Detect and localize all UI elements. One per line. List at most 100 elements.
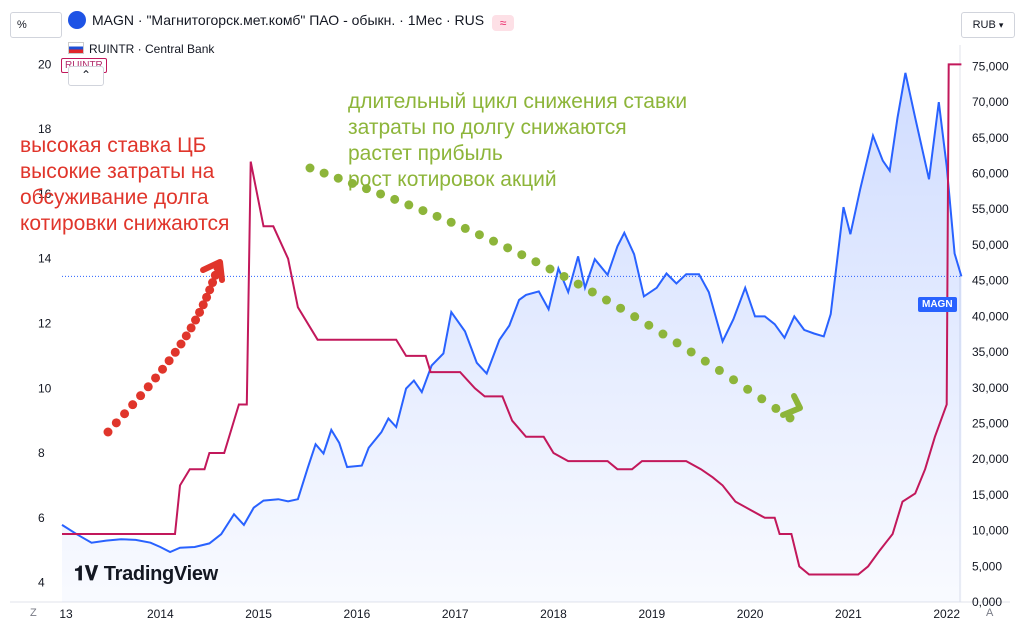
zoom-corner-button[interactable]: Z (30, 607, 37, 619)
symbol-header[interactable]: MAGN · "Магнитогорск.мет.комб" ПАО - обы… (68, 11, 515, 31)
right-tick-label: 65,000 (972, 131, 1009, 145)
green-annotation-line-4: рост котировок акций (348, 168, 557, 191)
red-arrow-dot (170, 347, 180, 357)
collapse-legend-button[interactable]: ⌃ (68, 66, 104, 86)
green-arrow-dot (347, 178, 357, 188)
ruintr-rate-series-line[interactable] (62, 63, 962, 576)
green-arrow-dot (616, 303, 626, 313)
magn-price-series-line[interactable] (61, 72, 963, 554)
wave-icon: ≈ (492, 15, 515, 31)
magn-logo-icon (68, 11, 86, 29)
right-tick-label: 60,000 (972, 167, 1009, 181)
green-arrow-dot (305, 163, 315, 173)
green-arrow-dot (517, 250, 527, 260)
right-axis: 0,000 5,000 10,000 15,000 20,000 25,000 30,000… (972, 59, 1009, 609)
red-arrow-dot (164, 356, 174, 366)
right-tick-label: 40,000 (972, 309, 1009, 323)
currency-selector[interactable]: RUB ▾ (961, 12, 1015, 38)
green-arrow-dot (545, 264, 555, 274)
indicator-label: RUINTR · Central Bank (89, 42, 215, 56)
right-tick-label: 55,000 (972, 202, 1009, 216)
green-arrow-dot (559, 271, 569, 281)
red-arrow-dot (202, 292, 212, 302)
red-arrow-dot (186, 323, 196, 333)
magn-area (62, 72, 962, 602)
green-arrow-dot (743, 384, 753, 394)
green-arrow-dot (672, 338, 682, 348)
tradingview-logo-icon: 𝟏𝐕 (74, 563, 98, 585)
x-tick-label: 2016 (344, 607, 371, 621)
green-annotation-line-1: длительный цикл снижения ставки (348, 90, 688, 113)
magn-price-label: MAGN (918, 297, 957, 312)
left-tick-label: 14 (38, 252, 52, 266)
x-tick-label: 2019 (638, 607, 665, 621)
green-arrow-dot (531, 257, 541, 267)
x-axis: 13 2014 2015 2016 2017 2018 2019 2020 2021 2022 (59, 607, 960, 621)
red-arrow-dot (181, 331, 191, 341)
red-arrow-dot (111, 418, 121, 428)
left-tick-label: 16 (38, 187, 52, 201)
right-tick-label: 45,000 (972, 274, 1009, 288)
green-arrow-dot (446, 217, 456, 227)
left-tick-label: 12 (38, 317, 52, 331)
green-annotation-arrow (305, 163, 803, 423)
chevron-up-icon: ⌃ (80, 68, 92, 82)
red-arrow-dot (176, 339, 186, 349)
green-arrow-dot (361, 184, 371, 194)
right-tick-label: 20,000 (972, 452, 1009, 466)
green-arrow-dot (686, 347, 696, 357)
right-tick-label: 15,000 (972, 488, 1009, 502)
green-arrow-dot (432, 211, 442, 221)
green-annotation: длительный цикл снижения ставки затраты … (348, 89, 687, 193)
auto-scale-button[interactable]: A (986, 607, 994, 619)
red-arrow-dot (128, 400, 138, 410)
left-tick-label: 20 (38, 57, 52, 71)
red-arrow-dot (151, 373, 161, 383)
green-arrow-dot (644, 320, 654, 330)
right-tick-label: 25,000 (972, 416, 1009, 430)
red-arrow-dot (103, 427, 113, 437)
percent-scale-button[interactable]: % (10, 12, 62, 38)
red-arrow-dot (143, 382, 153, 392)
green-arrow-dot (601, 295, 611, 305)
x-tick-label: 2015 (245, 607, 272, 621)
red-arrow-dot (191, 315, 201, 325)
green-arrow-dot (503, 243, 513, 253)
green-arrow-head-icon (780, 393, 803, 418)
green-arrow-dot (390, 194, 400, 204)
x-tick-label: 2014 (147, 607, 174, 621)
green-arrow-dot (404, 200, 414, 210)
left-tick-label: 8 (38, 446, 45, 460)
symbol-title: MAGN · "Магнитогорск.мет.комб" ПАО - обы… (92, 12, 485, 28)
right-tick-label: 10,000 (972, 524, 1009, 538)
red-arrow-dot (198, 300, 208, 310)
left-axis: 4 6 8 10 12 14 16 18 20 (38, 57, 52, 589)
right-tick-label: 30,000 (972, 381, 1009, 395)
red-arrow-dot (210, 270, 220, 280)
red-arrow-dot (205, 285, 215, 295)
right-tick-label: 5,000 (972, 559, 1002, 573)
green-arrow-dot (700, 356, 710, 366)
red-arrow-dot (158, 364, 168, 374)
green-arrow-dot (729, 375, 739, 385)
x-tick-label: 13 (59, 607, 73, 621)
green-arrow-dot (630, 312, 640, 322)
green-arrow-dot (489, 236, 499, 246)
left-tick-label: 10 (38, 381, 52, 395)
green-arrow-dot (460, 223, 470, 233)
x-tick-label: 2022 (933, 607, 960, 621)
red-annotation-line-1: высокая ставка ЦБ (20, 134, 207, 157)
right-tick-label: 75,000 (972, 59, 1009, 73)
green-arrow-dot (333, 173, 343, 183)
red-arrow-head-icon (200, 259, 225, 283)
indicator-legend[interactable]: RUINTR · Central Bank (68, 42, 214, 56)
red-arrow-dot (195, 307, 205, 317)
left-tick-label: 4 (38, 576, 45, 590)
x-tick-label: 2018 (540, 607, 567, 621)
currency-label: RUB (972, 19, 996, 31)
percent-label: % (17, 19, 27, 31)
green-arrow-dot (771, 403, 781, 413)
green-arrow-dot (658, 329, 668, 339)
green-arrow-dot (418, 206, 428, 216)
